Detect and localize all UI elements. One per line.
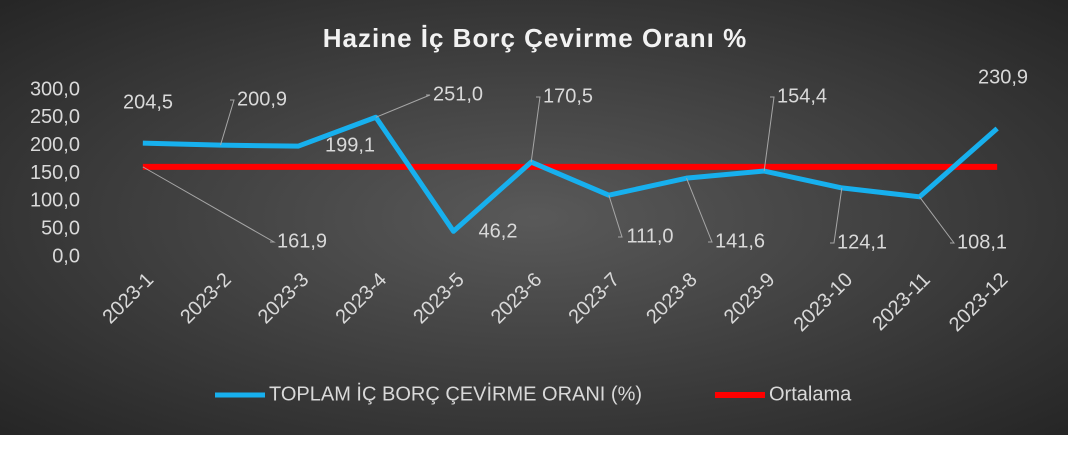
- leader-line: [919, 196, 955, 244]
- leader-line: [220, 99, 235, 146]
- y-tick-label: 200,0: [30, 134, 80, 156]
- data-label: 154,4: [777, 85, 827, 107]
- data-label: 124,1: [837, 231, 887, 253]
- leader-line: [375, 94, 431, 118]
- data-label: 199,1: [325, 134, 375, 156]
- data-label: 111,0: [626, 225, 673, 247]
- y-tick-label: 150,0: [30, 162, 80, 184]
- leader-line: [608, 195, 623, 238]
- leader-line: [530, 96, 541, 163]
- chart-background: [0, 0, 1068, 435]
- data-label: 170,5: [543, 85, 593, 107]
- data-label: 204,5: [123, 91, 173, 113]
- data-label: 108,1: [957, 231, 1007, 253]
- series-line: [142, 114, 999, 234]
- y-tick-label: 100,0: [30, 190, 80, 212]
- y-tick-label: 50,0: [41, 217, 80, 239]
- leader-line: [142, 166, 276, 243]
- data-label: 230,9: [978, 66, 1028, 88]
- y-tick-label: 0,0: [52, 245, 80, 267]
- data-label: 141,6: [715, 230, 765, 252]
- leader-line: [830, 187, 843, 244]
- legend-label: TOPLAM İÇ BORÇ ÇEVİRME ORANI (%): [269, 382, 642, 405]
- leader-line: [686, 177, 713, 243]
- data-label: 251,0: [433, 83, 483, 105]
- y-tick-label: 300,0: [30, 78, 80, 100]
- data-label: 46,2: [479, 220, 518, 242]
- y-tick-label: 250,0: [30, 106, 80, 128]
- chart-title: Hazine İç Borç Çevirme Oranı %: [323, 23, 747, 53]
- legend-label: Ortalama: [769, 383, 852, 405]
- leader-line: [763, 96, 775, 172]
- data-label: 161,9: [277, 230, 327, 252]
- data-label: 200,9: [237, 88, 287, 110]
